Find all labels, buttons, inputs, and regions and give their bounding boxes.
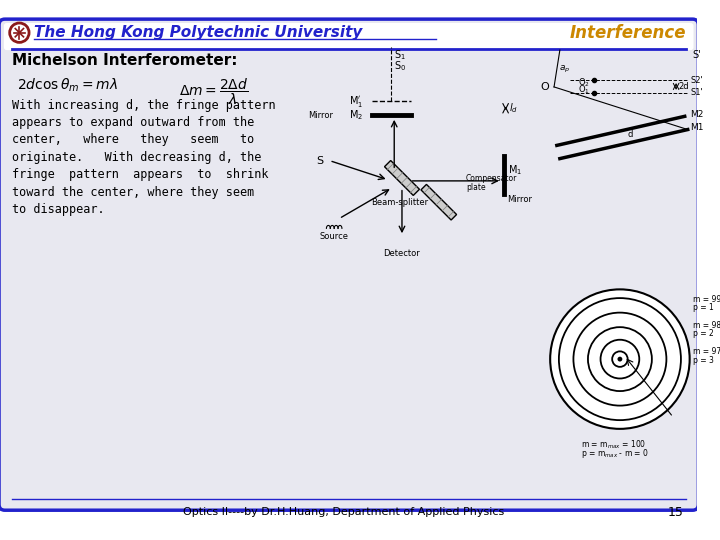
Circle shape bbox=[550, 289, 690, 429]
Text: Beam-splitter: Beam-splitter bbox=[372, 198, 428, 207]
Text: $2d\cos\theta_m = m\lambda$: $2d\cos\theta_m = m\lambda$ bbox=[17, 76, 118, 93]
Text: p = m$_{max}$ - m = 0: p = m$_{max}$ - m = 0 bbox=[581, 447, 649, 460]
Text: M1: M1 bbox=[690, 123, 704, 132]
Text: m = 98: m = 98 bbox=[693, 321, 720, 330]
Text: Optics II----by Dr.H.Huang, Department of Applied Physics: Optics II----by Dr.H.Huang, Department o… bbox=[183, 507, 505, 517]
Text: O$_1$: O$_1$ bbox=[578, 84, 590, 96]
Text: S2': S2' bbox=[690, 76, 703, 85]
FancyBboxPatch shape bbox=[4, 23, 693, 50]
Text: m = 99: m = 99 bbox=[693, 294, 720, 303]
Text: plate: plate bbox=[466, 183, 485, 192]
Text: S1': S1' bbox=[690, 88, 703, 97]
Text: S': S' bbox=[693, 50, 701, 60]
Text: to disappear.: to disappear. bbox=[12, 203, 104, 216]
Text: Mirror: Mirror bbox=[508, 195, 533, 204]
Text: O$_2$: O$_2$ bbox=[578, 77, 590, 89]
Text: $l_d$: $l_d$ bbox=[510, 102, 518, 115]
Text: 15: 15 bbox=[668, 505, 684, 518]
Text: p = 3: p = 3 bbox=[693, 355, 714, 364]
Text: appears to expand outward from the: appears to expand outward from the bbox=[12, 116, 254, 129]
Text: m = m$_{max}$ = 100: m = m$_{max}$ = 100 bbox=[581, 438, 647, 450]
Text: S$_1$: S$_1$ bbox=[395, 48, 406, 62]
Text: fringe  pattern  appears  to  shrink: fringe pattern appears to shrink bbox=[12, 168, 268, 181]
Text: $a_p$: $a_p$ bbox=[559, 64, 570, 75]
Text: Mirror: Mirror bbox=[308, 111, 333, 119]
Text: $\Delta m = \dfrac{2\Delta d}{\lambda}$: $\Delta m = \dfrac{2\Delta d}{\lambda}$ bbox=[179, 76, 248, 106]
Text: Michelson Interferometer:: Michelson Interferometer: bbox=[12, 53, 237, 68]
Text: With increasing d, the fringe pattern: With increasing d, the fringe pattern bbox=[12, 99, 275, 112]
Text: M2: M2 bbox=[690, 110, 704, 119]
Text: Source: Source bbox=[320, 232, 348, 241]
Text: Compensator: Compensator bbox=[466, 174, 517, 183]
Polygon shape bbox=[421, 184, 456, 220]
Text: M$_1'$: M$_1'$ bbox=[349, 94, 363, 109]
Text: p = 1: p = 1 bbox=[693, 303, 714, 312]
Text: 2d: 2d bbox=[678, 82, 688, 91]
Circle shape bbox=[618, 357, 622, 362]
Text: p = 2: p = 2 bbox=[693, 329, 714, 339]
Text: The Hong Kong Polytechnic University: The Hong Kong Polytechnic University bbox=[34, 25, 362, 40]
Text: S: S bbox=[316, 156, 323, 166]
Text: originate.   With decreasing d, the: originate. With decreasing d, the bbox=[12, 151, 261, 164]
Text: M$_2$: M$_2$ bbox=[349, 108, 363, 122]
FancyBboxPatch shape bbox=[0, 19, 698, 510]
Text: M$_1$: M$_1$ bbox=[508, 163, 522, 177]
Text: center,   where   they   seem   to: center, where they seem to bbox=[12, 133, 254, 146]
Text: toward the center, where they seem: toward the center, where they seem bbox=[12, 186, 254, 199]
Text: m = 97: m = 97 bbox=[693, 347, 720, 356]
Text: O: O bbox=[541, 82, 549, 92]
Text: Interference: Interference bbox=[570, 24, 685, 42]
Text: d: d bbox=[627, 131, 632, 139]
Text: Detector: Detector bbox=[384, 249, 420, 258]
Polygon shape bbox=[384, 160, 420, 195]
Text: S$_0$: S$_0$ bbox=[395, 59, 406, 73]
